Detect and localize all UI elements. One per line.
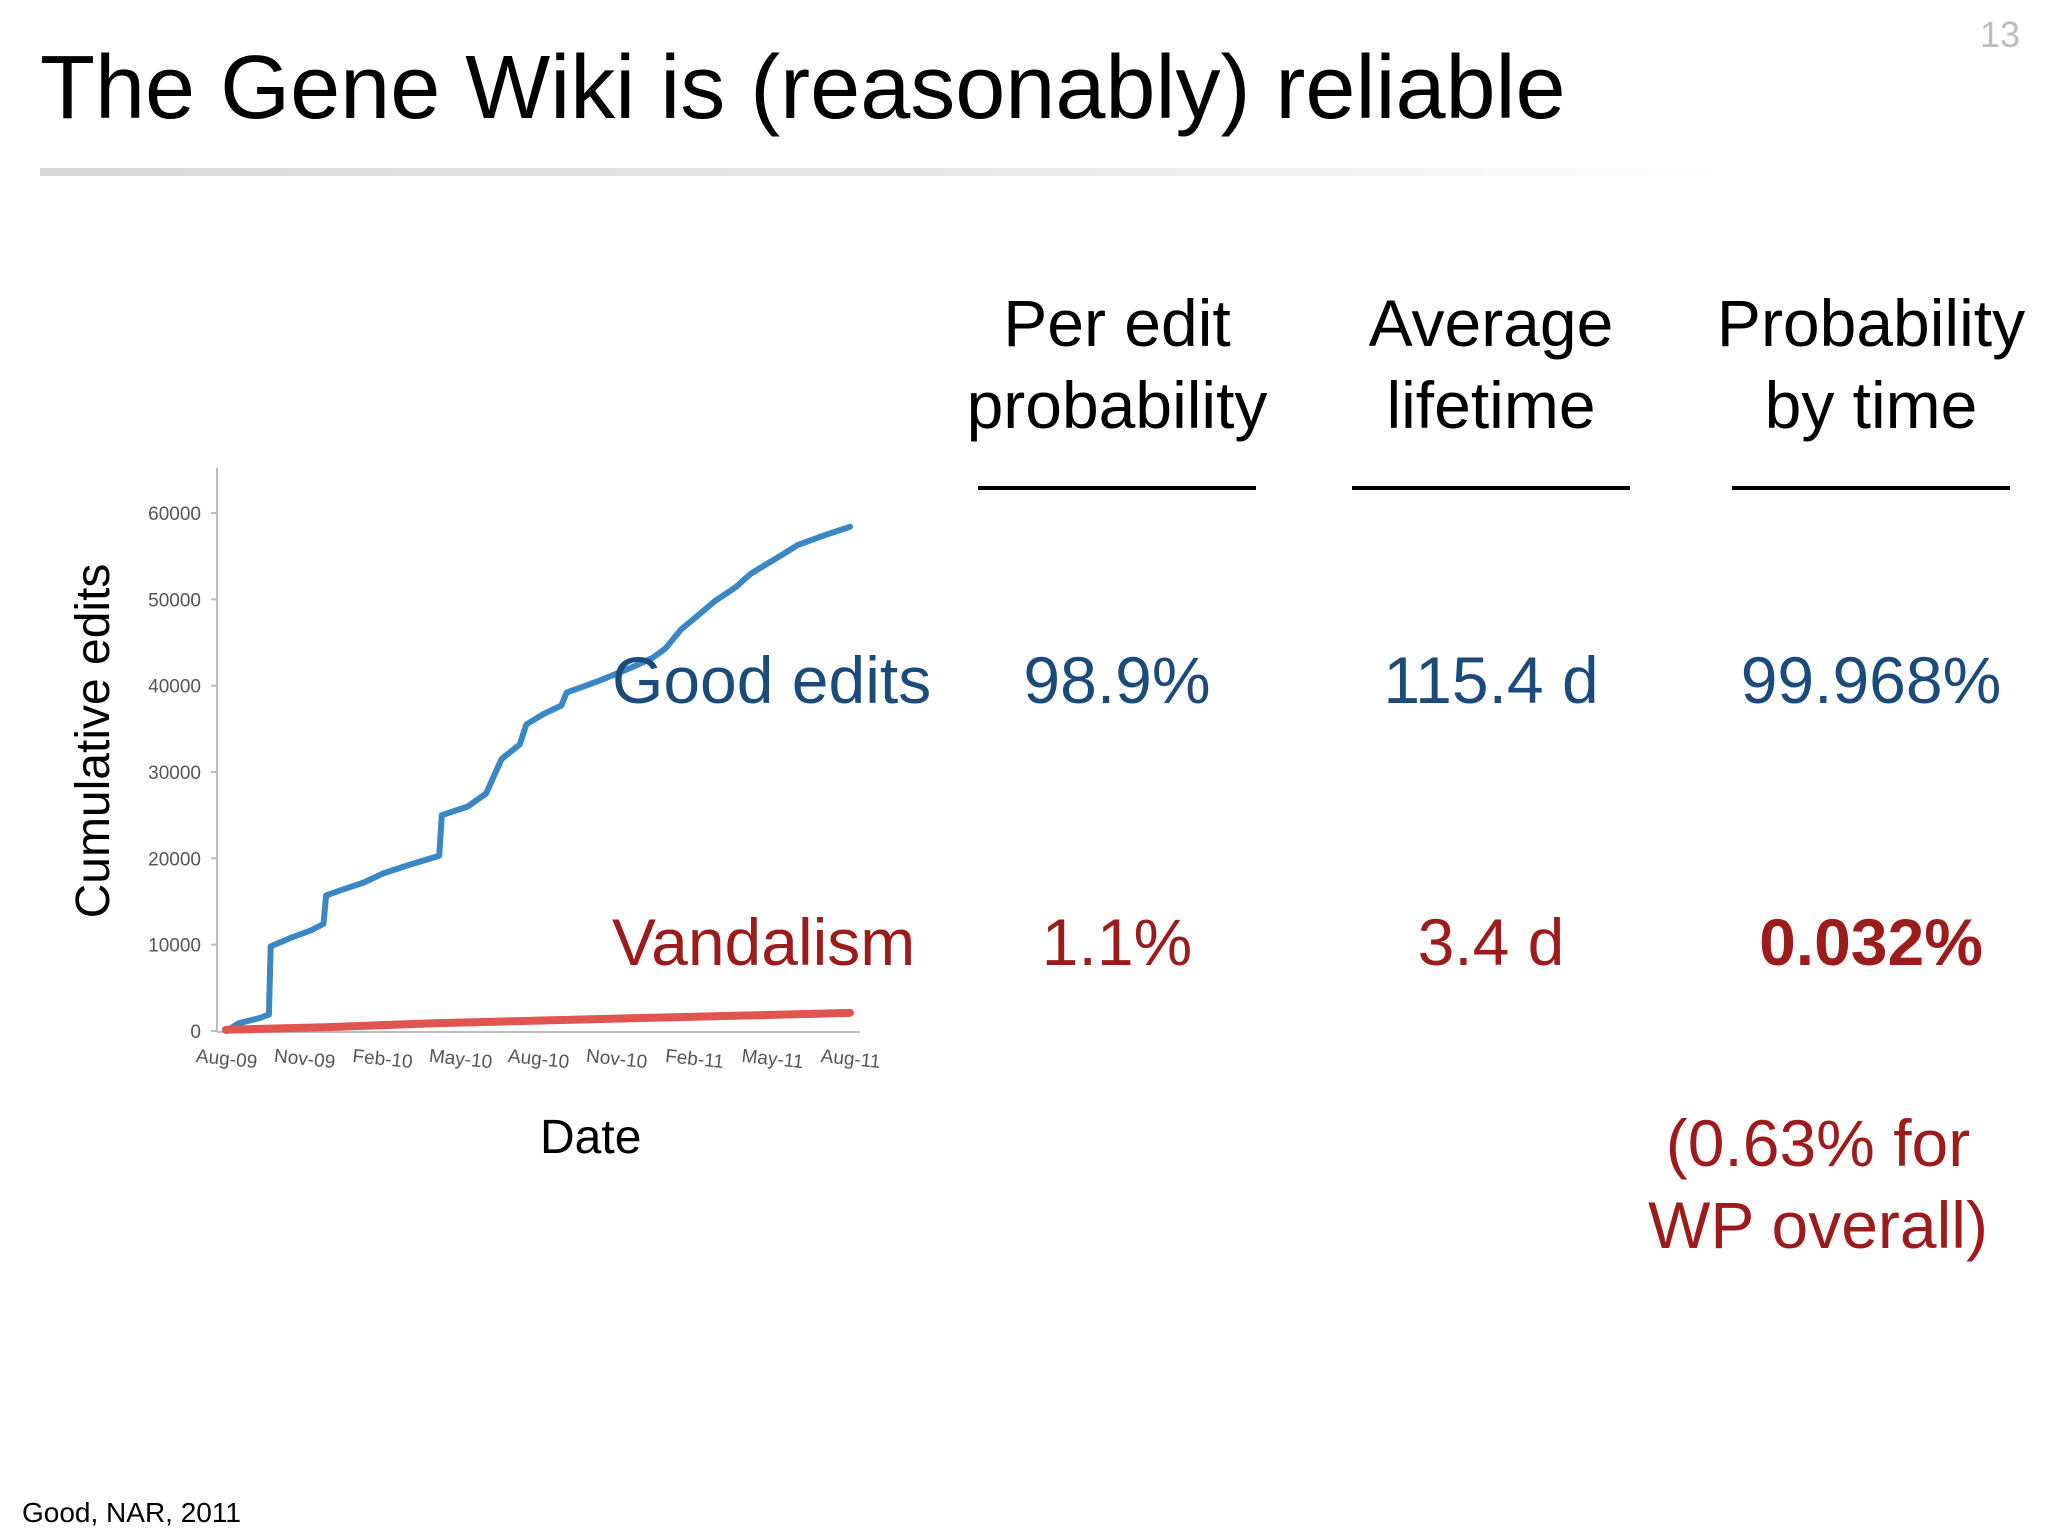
good-edits-average-lifetime: 115.4 d: [1383, 643, 1599, 717]
note-line: WP overall): [1648, 1188, 1988, 1262]
column-header-line: Average: [1368, 286, 1614, 360]
citation: Good, NAR, 2011: [22, 1497, 241, 1528]
y-tick-label: 40000: [148, 677, 201, 698]
column-header-average-lifetime: Average lifetime: [1326, 282, 1656, 446]
column-header-per-edit: Per edit probability: [952, 282, 1282, 446]
column-underline: [1732, 486, 2010, 490]
x-axis-title: Date: [540, 1111, 642, 1164]
y-tick-label: 60000: [148, 504, 201, 525]
x-tick-label: Nov-09: [273, 1046, 336, 1073]
y-axis-title: Cumulative edits: [67, 563, 120, 919]
x-tick-label: Feb-10: [352, 1046, 414, 1073]
column-header-line: Per edit: [1003, 286, 1231, 360]
slide-number: 13: [1979, 14, 2020, 55]
vandalism-per-edit-probability: 1.1%: [1041, 905, 1193, 979]
wikipedia-comparison-note: (0.63% for WP overall): [1618, 1102, 2018, 1266]
row-label-vandalism: Vandalism: [612, 905, 916, 979]
column-header-line: by time: [1764, 368, 1978, 442]
x-tick-label: Aug-09: [195, 1046, 258, 1073]
x-tick-label: Feb-11: [664, 1046, 725, 1073]
y-tick-label: 20000: [148, 849, 201, 870]
y-tick-label: 30000: [148, 763, 201, 784]
column-header-line: Probability: [1716, 286, 2026, 360]
series-line-vandalism: [222, 1008, 854, 1034]
slide-title: The Gene Wiki is (reasonably) reliable: [40, 38, 1566, 138]
title-divider: [40, 168, 1720, 176]
column-header-line: probability: [966, 368, 1268, 442]
good-edits-per-edit-probability: 98.9%: [1023, 643, 1211, 717]
series-line-good-edits: [223, 523, 853, 1034]
vandalism-probability-by-time: 0.032%: [1759, 905, 1983, 979]
note-line: (0.63% for: [1665, 1106, 1971, 1180]
x-tick-label: Aug-11: [820, 1046, 882, 1073]
column-header-probability-by-time: Probability by time: [1706, 282, 2036, 446]
column-underline: [1352, 486, 1630, 490]
x-tick-label: May-10: [428, 1046, 493, 1074]
x-tick-label: Nov-10: [585, 1046, 648, 1073]
y-tick-label: 0: [190, 1022, 201, 1043]
y-tick-label: 10000: [148, 936, 201, 957]
column-underline: [978, 486, 1256, 490]
good-edits-probability-by-time: 99.968%: [1740, 643, 2002, 717]
cumulative-edits-chart: 0 10000 20000 30000 40000 50000 60000 Aug-09 No…: [148, 468, 882, 1074]
x-tick-label: Aug-10: [507, 1046, 570, 1073]
row-label-good-edits: Good edits: [612, 643, 932, 717]
x-tick-label: May-11: [741, 1046, 805, 1073]
column-header-line: lifetime: [1386, 368, 1596, 442]
y-tick-label: 50000: [148, 590, 201, 611]
vandalism-average-lifetime: 3.4 d: [1417, 905, 1565, 979]
